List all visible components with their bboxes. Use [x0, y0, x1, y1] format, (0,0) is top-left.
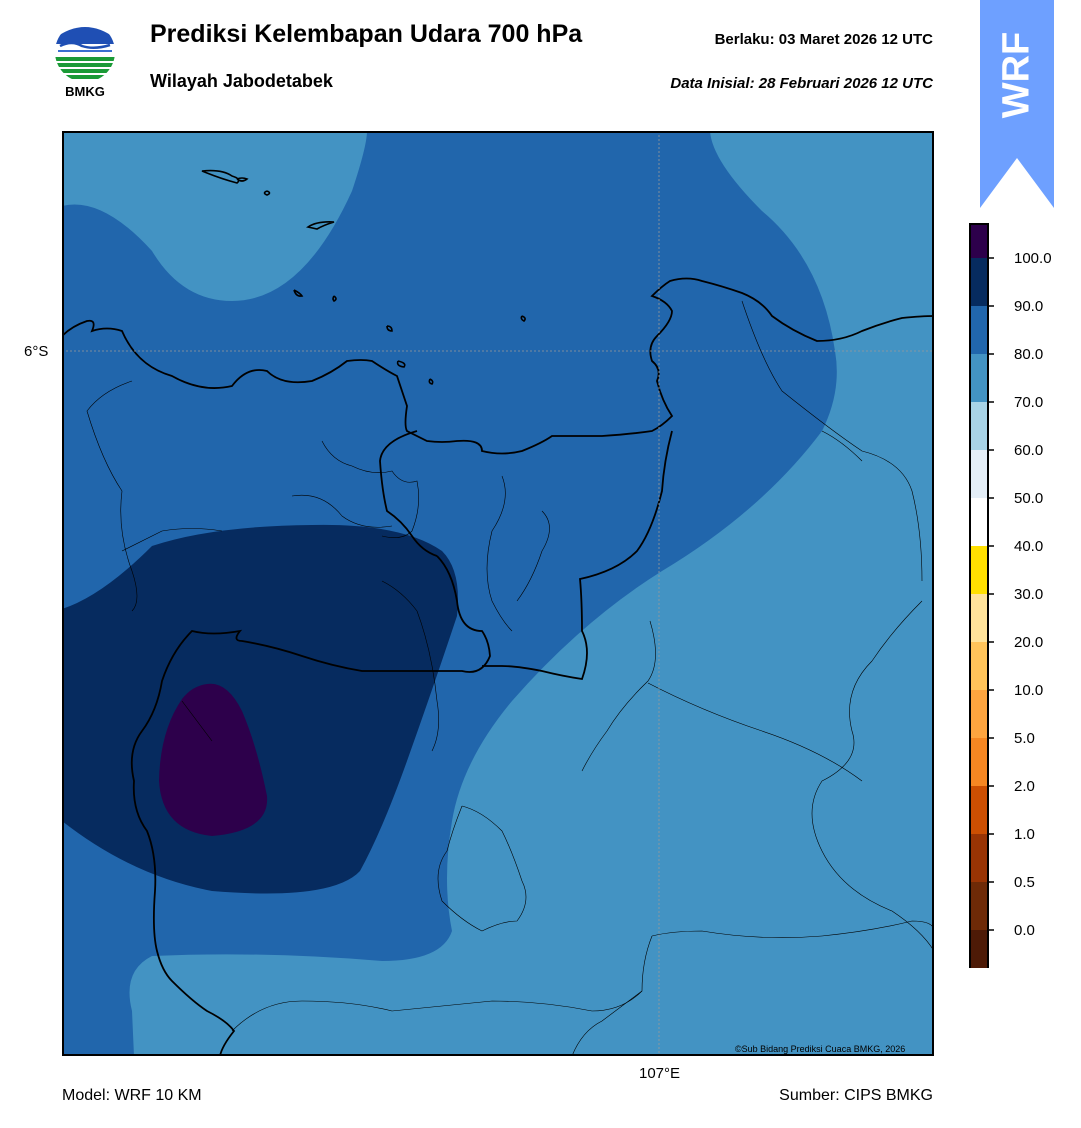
islands: [201, 169, 526, 385]
colorbar-segment: [970, 450, 988, 498]
colorbar-tick-label: 30.0: [1014, 586, 1043, 603]
island: [520, 315, 526, 322]
admin-boundary: [86, 380, 138, 612]
bmkg-logo-text: BMKG: [65, 84, 105, 99]
colorbar-segment: [970, 594, 988, 642]
island: [293, 289, 304, 297]
colorbar: 100.0 90.0 80.0 70.0 60.0 50.0 40.0 30.0 20.0 10.…: [966, 222, 1076, 1061]
map-frame: [62, 131, 934, 1056]
colorbar-tick-label: 40.0: [1014, 538, 1043, 555]
colorbar-tick-label: 80.0: [1014, 346, 1043, 363]
colorbar-tick-label: 90.0: [1014, 298, 1043, 315]
colorbar-tick-label: 0.0: [1014, 922, 1035, 939]
colorbar-segment: [970, 258, 988, 306]
initial-data-time: Data Inisial: 28 Februari 2026 12 UTC: [670, 75, 933, 92]
java-north-coast: [61, 277, 935, 455]
colorbar-segment: [970, 306, 988, 354]
colorbar-segment: [970, 642, 988, 690]
island: [263, 190, 271, 196]
province-boundary: [482, 430, 673, 680]
colorbar-segment: [970, 738, 988, 786]
colorbar-segment: [970, 498, 988, 546]
admin-boundary: [651, 920, 935, 938]
colorbar-segment: [970, 690, 988, 738]
island: [332, 295, 337, 302]
colorbar-segment: [970, 402, 988, 450]
colorbar-tick-label: 70.0: [1014, 394, 1043, 411]
colorbar-svg: 100.0 90.0 80.0 70.0 60.0 50.0 40.0 30.0 20.0 10.…: [969, 223, 1052, 1061]
admin-boundary: [581, 620, 656, 772]
page-title: Prediksi Kelembapan Udara 700 hPa: [150, 20, 583, 48]
island: [396, 360, 406, 368]
admin-boundaries: [86, 300, 935, 1057]
colorbar-tick-label: 50.0: [1014, 490, 1043, 507]
longitude-label: 107°E: [639, 1065, 681, 1082]
colorbar-tick-label: 2.0: [1014, 778, 1035, 795]
humidity-band-100: [159, 683, 268, 836]
colorbar-segment: [970, 930, 988, 978]
colorbar-segment: [970, 224, 988, 258]
map-credit: ©Sub Bidang Prediksi Cuaca BMKG, 2026: [735, 1044, 906, 1054]
colorbar-tick-label: 0.5: [1014, 874, 1035, 891]
island: [428, 378, 434, 385]
admin-boundary: [811, 600, 935, 952]
province-boundary: [379, 430, 438, 557]
colorbar-segment: [970, 834, 988, 882]
admin-boundary: [647, 682, 863, 782]
valid-time: Berlaku: 03 Maret 2026 12 UTC: [714, 31, 933, 48]
admin-boundary: [231, 990, 643, 1032]
admin-boundary: [381, 580, 439, 752]
island: [305, 221, 335, 230]
humidity-band-90-100: [62, 524, 458, 894]
colorbar-tick-label: 60.0: [1014, 442, 1043, 459]
province-boundary: [130, 555, 491, 1057]
source-label: Sumber: CIPS BMKG: [779, 1087, 933, 1104]
colorbar-tick-label: 1.0: [1014, 826, 1035, 843]
wrf-badge: [980, 0, 1054, 208]
humidity-map: [61, 131, 935, 1057]
admin-boundary: [486, 475, 513, 632]
latitude-label: 6°S: [24, 343, 49, 360]
colorbar-tick-label: 10.0: [1014, 682, 1043, 699]
humidity-map-svg: [61, 131, 935, 1057]
wrf-label: WRF: [995, 31, 1038, 119]
coastline: [61, 277, 935, 1057]
admin-boundary: [291, 494, 393, 528]
island: [236, 177, 249, 182]
colorbar-tick-label: 5.0: [1014, 730, 1035, 747]
admin-boundary: [741, 300, 923, 582]
bmkg-logo: [52, 20, 118, 102]
colorbar-segment: [970, 786, 988, 834]
region-subtitle: Wilayah Jabodetabek: [150, 71, 333, 91]
admin-boundary: [571, 935, 653, 1057]
colorbar-tick-label: 20.0: [1014, 634, 1043, 651]
admin-boundary: [821, 430, 863, 462]
island: [386, 325, 393, 332]
admin-boundary: [437, 805, 527, 932]
admin-boundary: [181, 700, 213, 742]
colorbar-tick-label: 100.0: [1014, 250, 1052, 267]
colorbar-segment: [970, 882, 988, 930]
wrf-badge-label: WRF: [980, 20, 1054, 130]
colorbar-segment: [970, 354, 988, 402]
admin-boundary: [121, 528, 223, 552]
model-label: Model: WRF 10 KM: [62, 1087, 202, 1104]
colorbar-segment: [970, 546, 988, 594]
admin-boundary: [516, 510, 550, 602]
